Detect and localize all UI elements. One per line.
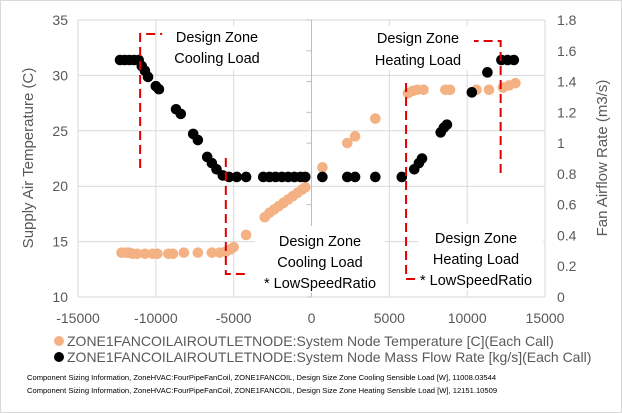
y-right-axis-label: Fan Airflow Rate (m3/s) [594,80,611,237]
flow-point [153,83,165,95]
annotation-box [418,224,543,290]
flow-point [508,54,520,66]
flow-point [317,171,328,183]
temperature-point [370,113,381,124]
flow-point [231,171,243,183]
cooling-load-line [139,33,163,168]
temperature-point [178,247,190,258]
y-right-tick-label: 0.2 [557,258,577,274]
y-right-tick-label: 1.4 [557,74,577,90]
heating-low-label-3: * LowSpeedRatio [420,273,532,289]
heating-load-line [473,40,502,173]
y-left-tick-label: 20 [52,178,68,194]
temperature-point [167,248,179,260]
temperature-point [444,84,456,96]
x-tick-label: -10000 [134,310,178,326]
x-tick-label: 5000 [374,310,405,326]
cooling-load-label-2: Cooling Load [174,51,259,67]
cooling-low-label-2: Cooling Load [277,255,362,271]
y-right-tick-label: 0 [557,289,565,305]
flow-point [299,171,311,183]
temperature-point [342,137,353,149]
annotation-box [164,26,274,70]
temperature-point [228,241,239,253]
annotations: Design Zone Cooling Load Design Zone Coolin… [139,26,543,293]
cooling-load-label-1: Design Zone [176,30,258,46]
legend-label-flow: ZONE1FANCOILAIROUTLETNODE:System Node Ma… [67,349,591,365]
annotation-box [362,26,474,70]
y-right-tick-label: 1.2 [557,104,577,120]
temperature-point [206,247,218,258]
temperature-point [131,248,143,260]
temperature-point [349,131,361,142]
y-right-tick-label: 0.6 [557,197,577,213]
temperature-point [139,248,151,260]
flow-point [142,71,154,83]
legend-label-temperature: ZONE1FANCOILAIROUTLETNODE:System Node Te… [67,333,554,349]
y-right-tick-label: 1.8 [557,12,577,28]
x-tick-label: -5000 [216,310,252,326]
footnote-cooling: Component Sizing Information, ZoneHVAC:F… [27,373,496,382]
data-points [114,54,521,260]
heating-low-label-1: Design Zone [435,231,517,247]
temperature-point [483,84,495,96]
flow-point [240,171,252,183]
cooling-low-speed-line [224,158,248,275]
flow-point [192,134,204,146]
x-tick-label: 0 [308,310,316,326]
heating-load-label-2: Heating Load [375,53,461,69]
y-right-tick-label: 0.8 [557,166,577,182]
y-left-tick-label: 25 [52,123,68,139]
y-left-tick-label: 10 [52,289,68,305]
y-left-tick-label: 30 [52,67,68,83]
cooling-low-label-3: * LowSpeedRatio [264,276,376,292]
flow-point [416,153,428,164]
temperature-point [299,182,311,193]
heating-low-speed-line [405,83,420,280]
flow-point [370,171,381,183]
temperature-point [240,229,252,241]
heating-load-label-1: Design Zone [377,31,459,47]
legend-marker-flow [54,352,64,362]
x-tick-label: -15000 [56,310,100,326]
cooling-low-label-1: Design Zone [279,234,361,250]
temperature-point [192,247,204,258]
temperature-point [317,162,328,173]
legend: ZONE1FANCOILAIROUTLETNODE:System Node Te… [54,333,591,365]
flow-point [482,67,493,78]
flow-point [396,171,408,183]
flow-point [441,119,453,130]
y-right-tick-label: 1.6 [557,43,577,59]
annotation-box [255,226,385,293]
flow-point [175,108,187,120]
flow-point [466,87,478,98]
flow-point [349,171,361,183]
y-right-tick-label: 1 [557,135,565,151]
footnote-heating: Component Sizing Information, ZoneHVAC:F… [27,386,497,395]
y-left-tick-label: 15 [52,234,68,250]
temperature-point [510,77,521,89]
flow-point [342,171,353,183]
heating-low-label-2: Heating Load [433,252,519,268]
x-tick-label: 10000 [448,310,487,326]
y-left-axis-label: Supply Air Temperature (C) [20,68,37,249]
y-left-tick-label: 35 [52,12,68,28]
x-tick-label: 15000 [526,310,565,326]
y-right-tick-label: 0.4 [557,227,577,243]
temperature-point [418,84,429,96]
temperature-point [152,248,163,260]
legend-marker-temperature [54,336,64,346]
